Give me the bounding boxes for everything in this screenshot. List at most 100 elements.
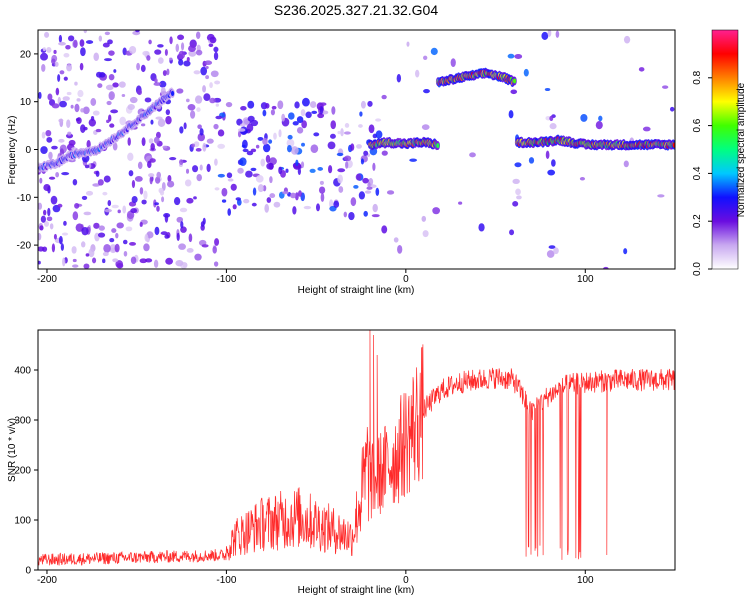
spectrogram-blob (270, 109, 276, 116)
spectrogram-blob (214, 238, 220, 246)
spectrogram-blob (309, 168, 316, 173)
spectrogram-blob (53, 49, 57, 55)
spectrogram-blob (580, 113, 588, 122)
spectrogram-blob (127, 104, 135, 110)
spectrogram-blob (296, 116, 304, 124)
spectrogram-blob (269, 193, 276, 199)
spectrogram-blob (201, 244, 209, 248)
spectrogram-blob (40, 52, 48, 61)
spectrogram-blob (319, 180, 324, 185)
spectrogram-blob (147, 160, 152, 169)
spectrogram-blob (178, 243, 186, 250)
spectrogram-blob (337, 174, 343, 184)
spectrogram-blob (72, 211, 79, 221)
spectrogram-blob (46, 216, 53, 222)
spectrogram-blob (180, 42, 185, 51)
spectrogram-blob (364, 190, 372, 194)
spectrogram-blob (65, 44, 71, 50)
spectrogram-blob (129, 241, 136, 246)
spectrogram-blob (144, 233, 149, 242)
spectrogram-blob (549, 115, 554, 122)
spectrogram-blob (118, 81, 126, 88)
spectrogram-blob (202, 85, 206, 93)
spectrogram-blob (155, 176, 161, 184)
spectrogram-blob (81, 195, 88, 201)
spectrogram-blob (61, 232, 69, 236)
spectrogram-blob (547, 169, 556, 176)
spectrogram-blob (122, 239, 128, 245)
spectrogram-blob (242, 148, 249, 153)
spectrogram-blob (286, 144, 292, 153)
spectrogram-blob (450, 58, 456, 68)
spectrogram-blob (509, 229, 515, 236)
spectrogram-blob (642, 126, 651, 132)
spectrogram-blob (109, 237, 115, 243)
spectrogram-blob (367, 100, 373, 107)
spectrogram-ytick-label: -20 (17, 241, 32, 252)
spectrogram-blob (193, 196, 197, 200)
spectrogram-blob (203, 93, 211, 101)
colorbar-tick-label: 0.2 (692, 214, 703, 228)
spectrogram-blob (168, 57, 173, 61)
spectrogram-blob (208, 43, 214, 48)
spectrogram-ridge-core (512, 78, 517, 84)
spectrogram-blob (303, 205, 312, 210)
spectrogram-blob (179, 126, 184, 134)
spectrogram-blob (366, 186, 373, 190)
spectrogram-blob (240, 106, 247, 111)
spectrogram-blob (58, 118, 64, 123)
spectrogram-blob (107, 200, 112, 207)
spectrogram-blob (53, 233, 57, 240)
spectrogram-blob (242, 139, 248, 149)
spectrogram-blob (58, 138, 65, 143)
spectrogram-blob (176, 232, 180, 242)
spectrogram-blob (196, 107, 201, 112)
spectrogram-blob (130, 208, 138, 214)
spectrogram-blob (515, 188, 521, 196)
spectrogram-blob (71, 246, 77, 254)
spectrogram-blob (423, 55, 428, 60)
spectrogram-blob (162, 145, 168, 149)
spectrogram-blob (257, 136, 264, 141)
spectrogram-blob (95, 128, 102, 133)
spectrogram-blob (396, 73, 402, 83)
spectrogram-blob (104, 31, 111, 36)
spectrogram-blob (193, 141, 200, 148)
spectrogram-blob (202, 142, 207, 152)
snr-ylabel: SNR (10 * v/v) (7, 418, 18, 482)
spectrogram-blob (415, 69, 420, 78)
snr-xlabel: Height of straight line (km) (298, 585, 415, 596)
spectrogram-blob (510, 89, 518, 95)
spectrogram-blob (165, 257, 174, 265)
spectrogram-blob (173, 197, 181, 206)
spectrogram-blob (512, 178, 520, 185)
colorbar-ticks: 0.0 0.2 0.4 0.6 0.8 (692, 70, 712, 276)
spectrogram-blob (191, 143, 195, 148)
spectrogram-blob (375, 187, 380, 196)
spectrogram-blob (74, 103, 80, 113)
colorbar-tick-label: 0.8 (692, 70, 703, 84)
spectrogram-blob (76, 117, 82, 125)
spectrogram-blob (305, 111, 312, 119)
spectrogram-blob (330, 120, 336, 130)
spectrogram-blob (255, 174, 264, 183)
spectrogram-blob (290, 192, 297, 199)
spectrogram-blob (178, 59, 184, 66)
spectrogram-blob (507, 53, 515, 59)
spectrogram-blob (206, 138, 214, 144)
spectrogram-blob (79, 39, 85, 47)
spectrogram-blob (273, 201, 281, 208)
spectrogram-ytick-label: -10 (17, 193, 32, 204)
spectrogram-blob (112, 82, 119, 88)
spectrogram-blob (180, 221, 184, 229)
spectrogram-blob (264, 203, 270, 213)
spectrogram-blob (43, 183, 51, 192)
spectrogram-blob (328, 165, 333, 174)
spectrogram-blob (338, 186, 344, 193)
spectrogram-ytick-label: 20 (20, 49, 32, 60)
spectrogram-blob (213, 123, 219, 130)
spectrogram-blob (160, 231, 168, 235)
spectrogram-blob (102, 42, 110, 48)
spectrogram-blob (367, 181, 371, 188)
